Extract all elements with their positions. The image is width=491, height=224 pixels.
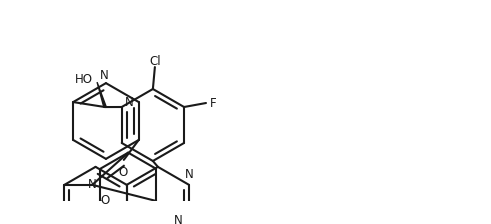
- Text: N: N: [174, 214, 183, 224]
- Text: HO: HO: [75, 73, 93, 86]
- Text: O: O: [118, 166, 128, 179]
- Text: N: N: [125, 96, 134, 109]
- Text: N: N: [88, 178, 97, 191]
- Polygon shape: [97, 82, 106, 108]
- Text: Cl: Cl: [149, 55, 161, 68]
- Text: O: O: [101, 194, 110, 207]
- Text: F: F: [210, 97, 216, 110]
- Text: N: N: [100, 69, 109, 82]
- Text: N: N: [185, 168, 193, 181]
